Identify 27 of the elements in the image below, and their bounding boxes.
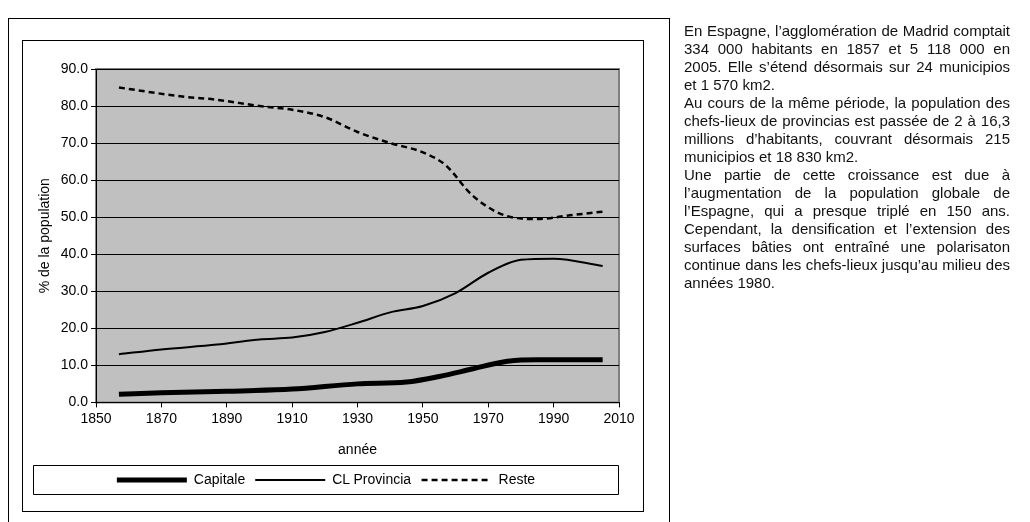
text: Au cours de la même période, la population des chefs-lieux de provincias est passée de 2 à 16,3 millions d’habitants, couvrant désormais 215 municipios et 18 830 km2. [684, 94, 1010, 166]
y-tick-label: 10.0 [60, 356, 89, 373]
y-tick-label: 0.0 [68, 393, 89, 410]
x-tick-label: 1930 [341, 409, 374, 426]
x-tick-label: 2010 [603, 409, 635, 426]
y-tick-label: 50.0 [60, 208, 89, 225]
x-tick-label: 1970 [472, 409, 505, 426]
text: Une partie de cette croissance est due à l’augmentation de la population globale de l’Espagne, qui a presque triplé en 150 ans. Cependant, la densification et l’extension des surfaces bâties ont entraîné une polarisaton continue dans les chefs-lieux jusqu’au milieu des années 1980. [684, 166, 1010, 292]
x-axis-title: année [338, 441, 378, 458]
legend-label: Reste [498, 470, 536, 487]
y-tick-label: 40.0 [60, 245, 89, 262]
x-tick-label: 1950 [407, 409, 439, 426]
x-tick-label: 1850 [80, 409, 112, 426]
x-tick-label: 1910 [276, 409, 308, 426]
y-tick-label: 60.0 [60, 170, 89, 187]
y-tick-label: 70.0 [60, 133, 89, 150]
y-tick-label: 80.0 [60, 96, 89, 113]
y-tick-label: 90.0 [60, 59, 89, 76]
x-tick-label: 1870 [145, 409, 178, 426]
y-tick-label: 30.0 [60, 282, 89, 299]
text: En Espagne, l’agglomération de Madrid comptait 334 000 habitants en 1857 et 5 118 000 en 2005. Elle s’étend désormais sur 24 municipios et 1 570 km2. [684, 22, 1010, 94]
legend-label: CL Provincia [332, 470, 412, 487]
legend-label: Capitale [193, 470, 246, 487]
x-tick-label: 1890 [211, 409, 243, 426]
y-tick-label: 20.0 [60, 319, 89, 336]
y-axis-title: % de la population [36, 178, 53, 294]
x-tick-label: 1990 [538, 409, 570, 426]
